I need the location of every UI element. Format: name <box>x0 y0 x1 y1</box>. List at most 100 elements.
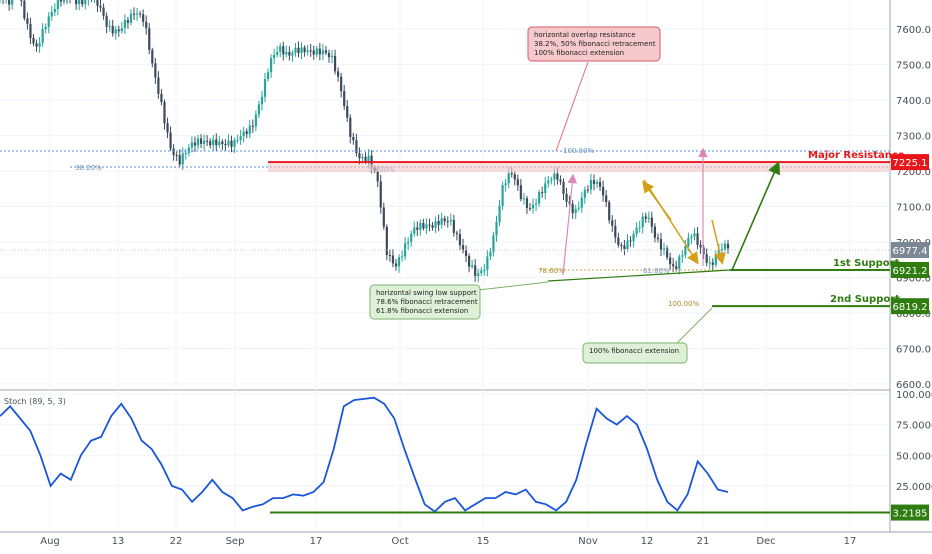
candle-body <box>449 220 452 222</box>
candle-body <box>547 180 550 184</box>
x-tick-label: 13 <box>112 536 125 547</box>
y-tick-label: 7600.0 <box>896 25 931 36</box>
candle-body <box>467 255 471 267</box>
candle-body <box>242 131 245 137</box>
candle-body <box>139 13 142 15</box>
x-tick-label: 21 <box>697 536 710 547</box>
x-tick-label: Oct <box>391 536 408 547</box>
candle-body <box>227 140 230 146</box>
annotation-text: horizontal overlap resistance <box>534 31 636 39</box>
candle-body <box>434 221 437 228</box>
candle-body <box>20 0 23 1</box>
candle-body <box>202 140 206 144</box>
candle-body <box>266 72 270 80</box>
candle-body <box>340 76 343 92</box>
candle-body <box>528 207 532 209</box>
candle-body <box>376 170 379 182</box>
pattern-arrow-3 <box>711 219 726 265</box>
candle-body <box>44 26 47 30</box>
candle-body <box>723 243 727 250</box>
annotation-text: 78.6% fibonacci retracement <box>376 298 478 306</box>
candlestick-series[interactable] <box>0 0 730 282</box>
candle-body <box>650 217 653 227</box>
candle-body <box>684 246 687 256</box>
x-tick-label: 17 <box>310 536 323 547</box>
annotation-text: 38.2%, 50% fibonacci retracement <box>534 40 656 48</box>
candle-body <box>672 264 675 267</box>
candle-body <box>571 203 574 214</box>
callout-pointer <box>477 281 549 291</box>
candle-body <box>190 142 193 148</box>
candle-body <box>708 262 711 264</box>
y-tick-label: 7200.0 <box>896 167 931 178</box>
candle-body <box>333 55 337 72</box>
measure-arrow-left <box>562 173 578 276</box>
first-support-price: 6921.2 <box>893 266 928 277</box>
projection-arrow <box>731 161 781 271</box>
candle-body <box>620 245 623 247</box>
candle-body <box>251 125 254 127</box>
candle-body <box>425 224 428 229</box>
major-resistance-price-tag <box>891 154 929 171</box>
candle-body <box>580 197 583 208</box>
candle-body <box>193 142 197 146</box>
candle-body <box>464 250 468 256</box>
candle-body <box>300 47 303 53</box>
candle-body <box>248 125 251 135</box>
candle-body <box>641 216 644 228</box>
candle-body <box>577 207 580 209</box>
major-resistance-label: Major Resistance <box>808 150 905 161</box>
candle-body <box>303 47 306 53</box>
candle-body <box>553 173 556 180</box>
candle-body <box>678 256 681 270</box>
candle-body <box>726 243 730 249</box>
x-tick-label: 22 <box>170 536 183 547</box>
candle-body <box>397 257 401 267</box>
candle-body <box>84 0 87 5</box>
stoch-tick-label: 75.0000 <box>896 421 932 432</box>
current-price-tag <box>891 242 929 259</box>
candle-body <box>257 104 261 115</box>
candle-body <box>236 140 239 142</box>
candle-body <box>142 14 145 22</box>
candle-body <box>659 239 663 250</box>
candle-body <box>495 221 498 236</box>
candle-body <box>602 186 605 196</box>
candle-body <box>11 0 14 5</box>
candle-body <box>492 235 495 252</box>
candle-body <box>388 254 391 256</box>
candle-body <box>62 0 66 2</box>
candle-body <box>693 233 696 237</box>
candle-body <box>312 50 315 55</box>
candle-body <box>617 237 620 246</box>
stoch-tick-label: 100.0000 <box>896 390 932 401</box>
candle-body <box>105 15 108 27</box>
candle-body <box>29 23 32 38</box>
candle-body <box>157 77 160 94</box>
first-support-label: 1st Support <box>833 258 900 269</box>
candle-body <box>638 227 641 229</box>
x-tick-label: Aug <box>40 536 60 547</box>
candle-body <box>474 265 477 276</box>
candle-body <box>635 227 638 234</box>
candle-body <box>653 226 656 238</box>
stochastic-pane[interactable]: Stoch (89, 5, 3) 3.2185 <box>0 396 929 521</box>
candle-body <box>531 204 535 209</box>
candle-body <box>184 152 187 154</box>
swing-low-trendline <box>547 269 731 282</box>
candle-body <box>535 203 538 205</box>
annotation-box <box>527 26 661 62</box>
candle-body <box>413 227 416 234</box>
candle-body <box>285 51 288 55</box>
candle-body <box>504 183 507 186</box>
candle-body <box>309 50 312 52</box>
candle-body <box>510 173 513 175</box>
candle-body <box>544 183 547 194</box>
candle-body <box>513 174 516 180</box>
candle-body <box>135 13 139 15</box>
candle-body <box>400 256 404 258</box>
candle-body <box>440 218 443 225</box>
